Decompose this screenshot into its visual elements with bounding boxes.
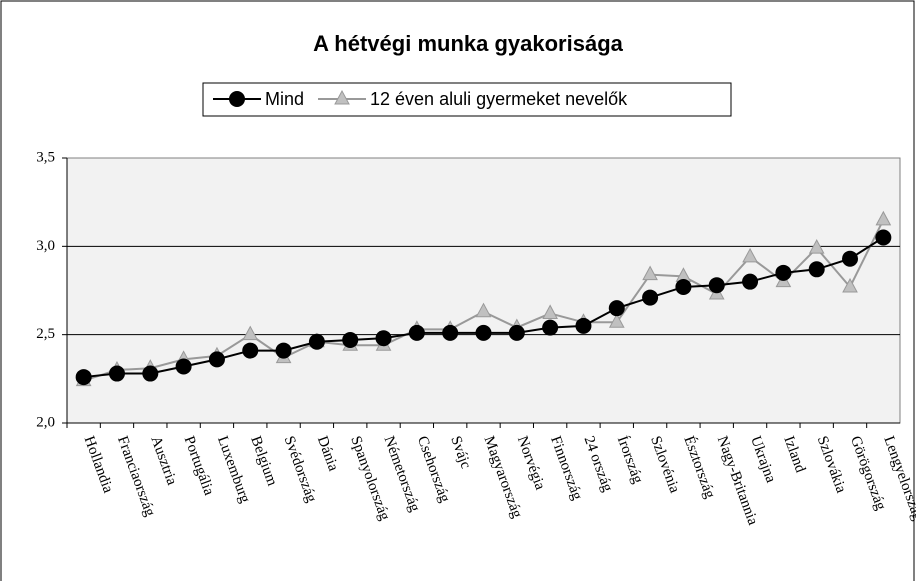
data-point bbox=[475, 302, 492, 318]
data-point bbox=[608, 313, 625, 328]
data-point bbox=[175, 358, 192, 375]
data-point bbox=[75, 369, 92, 386]
plot-area bbox=[66, 157, 901, 424]
data-point bbox=[842, 277, 858, 293]
data-point bbox=[475, 324, 492, 341]
data-point bbox=[542, 319, 559, 336]
data-point bbox=[742, 273, 759, 290]
data-point bbox=[642, 289, 659, 306]
y-tick-label: 2,0 bbox=[36, 414, 55, 430]
data-point bbox=[708, 277, 725, 294]
legend-box bbox=[202, 82, 732, 117]
data-point bbox=[308, 333, 325, 350]
data-point bbox=[108, 365, 125, 382]
chart-title: A hétvégi munka gyakorisága bbox=[313, 31, 624, 56]
data-point bbox=[342, 331, 359, 348]
data-point bbox=[675, 278, 692, 295]
data-point bbox=[775, 264, 792, 281]
data-point bbox=[875, 229, 892, 246]
data-point bbox=[408, 324, 425, 341]
data-point bbox=[608, 300, 625, 317]
data-point bbox=[229, 91, 245, 107]
data-point bbox=[575, 317, 592, 334]
y-tick-label: 2,5 bbox=[36, 326, 55, 342]
data-point bbox=[142, 365, 159, 382]
data-point bbox=[208, 351, 225, 368]
legend-label: Mind bbox=[265, 89, 304, 109]
data-point bbox=[375, 330, 392, 347]
data-point bbox=[442, 324, 459, 341]
data-point bbox=[242, 325, 259, 341]
legend-label: 12 éven aluli gyermeket nevelők bbox=[370, 89, 628, 109]
data-point bbox=[842, 250, 859, 267]
data-point bbox=[642, 265, 658, 281]
data-point bbox=[275, 342, 292, 359]
data-point bbox=[334, 89, 350, 105]
y-tick-label: 3,5 bbox=[36, 149, 55, 165]
data-point bbox=[808, 261, 825, 278]
data-point bbox=[808, 239, 825, 254]
y-tick-label: 3,0 bbox=[36, 238, 55, 254]
data-point bbox=[875, 210, 892, 226]
data-point bbox=[542, 304, 558, 319]
data-point bbox=[242, 342, 259, 359]
data-point bbox=[742, 247, 758, 263]
data-point bbox=[508, 324, 525, 341]
